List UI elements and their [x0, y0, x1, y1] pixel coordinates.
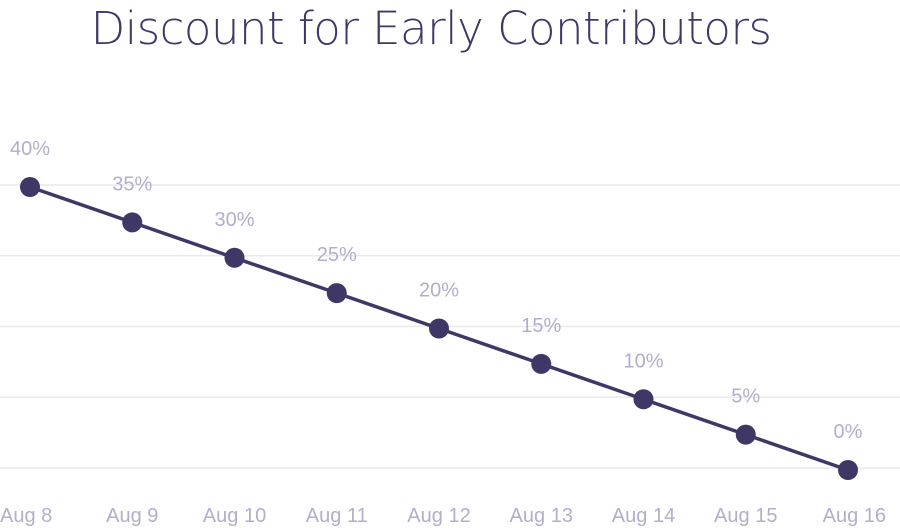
x-tick-label: Aug 12 — [407, 505, 470, 527]
grid-lines — [0, 184, 900, 469]
x-tick-label: Aug 11 — [306, 505, 368, 527]
data-point — [326, 283, 347, 304]
x-tick-label: Aug 10 — [203, 505, 266, 527]
data-point — [838, 460, 858, 480]
data-label: 5% — [731, 386, 760, 408]
x-tick-label: Aug 8 — [0, 505, 52, 527]
x-tick-label: Aug 9 — [106, 505, 158, 527]
x-tick-label: Aug 15 — [714, 505, 777, 527]
data-point — [20, 177, 40, 197]
data-point — [531, 353, 552, 374]
data-point — [122, 212, 143, 233]
x-tick-label: Aug 14 — [612, 505, 675, 527]
data-label: 15% — [521, 315, 561, 337]
data-label: 40% — [10, 138, 50, 160]
data-point — [735, 424, 756, 445]
x-tick-label: Aug 16 — [823, 505, 886, 527]
x-axis-ticks: Aug 8 Aug 9 Aug 10 Aug 11 Aug 12 Aug 13 Aug 14… — [0, 505, 886, 527]
data-label: 25% — [317, 244, 357, 266]
data-point — [633, 389, 654, 410]
data-labels: 40% 35% 30% 25% 20% 15% 10% 5% 0% — [10, 138, 863, 443]
data-label: 30% — [214, 209, 254, 231]
data-label: 10% — [623, 350, 663, 372]
data-point — [429, 318, 449, 339]
data-label: 20% — [419, 280, 459, 302]
data-point — [224, 247, 245, 268]
x-tick-label: Aug 13 — [510, 505, 573, 527]
chart-title: Discount for Early Contributors — [90, 2, 772, 55]
data-label: 35% — [112, 173, 152, 195]
data-points — [20, 177, 858, 480]
data-label: 0% — [834, 421, 863, 443]
